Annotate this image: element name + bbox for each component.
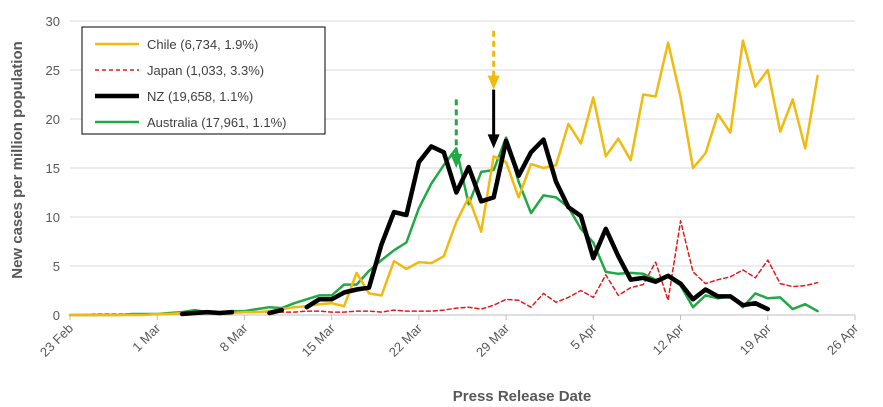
x-tick-label: 29 Mar — [473, 320, 513, 360]
x-tick-label: 19 Apr — [737, 320, 775, 358]
x-tick-label: 15 Mar — [299, 320, 339, 360]
series-line-japan — [69, 220, 819, 316]
y-tick-label: 15 — [46, 161, 60, 176]
y-tick-label: 30 — [46, 14, 60, 29]
legend-label-nz: NZ (19,658, 1.1%) — [147, 89, 253, 104]
annotation-arrow-head — [450, 154, 463, 168]
legend-label-australia: Australia (17,961, 1.1%) — [147, 115, 286, 130]
x-tick-label: 8 Mar — [216, 320, 251, 355]
y-tick-label: 25 — [46, 63, 60, 78]
legend-label-chile: Chile (6,734, 1.9%) — [147, 37, 258, 52]
annotation-arrows — [450, 30, 500, 168]
series-line-nz — [179, 137, 771, 317]
x-tick-label: 1 Mar — [129, 320, 164, 355]
legend: Chile (6,734, 1.9%) Japan (1,033, 3.3%) … — [81, 26, 326, 135]
legend-label-japan: Japan (1,033, 3.3%) — [147, 63, 264, 78]
x-tick-label: 23 Feb — [37, 321, 76, 360]
y-tick-label: 5 — [53, 259, 60, 274]
x-axis-title: Press Release Date — [453, 388, 591, 405]
x-tick-label: 26 Apr — [824, 320, 862, 358]
x-axis — [69, 314, 856, 320]
y-tick-label: 20 — [46, 112, 60, 127]
y-tick-label: 10 — [46, 210, 60, 225]
y-tick-labels: 0 5 10 15 20 25 30 — [46, 14, 60, 323]
y-tick-label: 0 — [53, 308, 60, 323]
annotation-arrow-head — [487, 134, 500, 149]
x-tick-label: 22 Mar — [386, 320, 426, 360]
x-tick-label: 12 Apr — [649, 320, 687, 358]
y-axis-title: New cases per million population — [9, 41, 26, 279]
annotation-arrow-head — [487, 75, 500, 90]
series-line-australia — [68, 136, 819, 317]
x-tick-label: 5 Apr — [567, 320, 600, 353]
series-lines — [68, 39, 819, 317]
x-tick-labels: 23 Feb 1 Mar 8 Mar 15 Mar 22 Mar 29 Mar 5 Apr 1… — [37, 320, 862, 360]
